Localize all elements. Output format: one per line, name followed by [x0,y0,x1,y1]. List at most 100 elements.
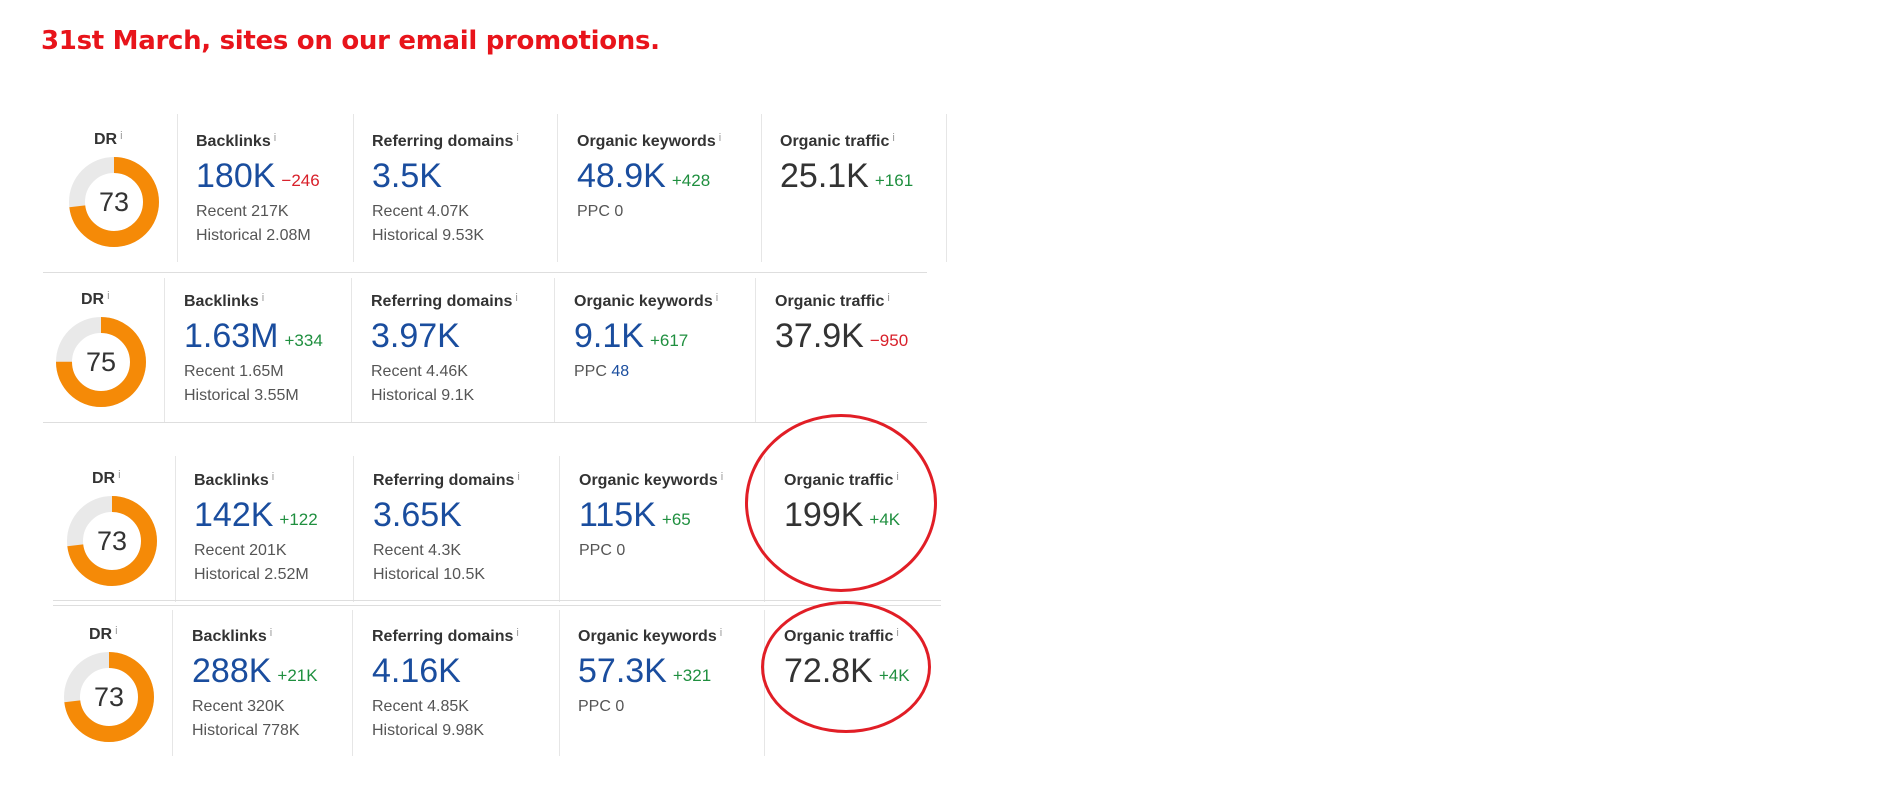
info-icon[interactable]: i [715,292,719,304]
referring-domains-label: Referring domains i [373,471,520,489]
info-icon[interactable]: i [107,290,110,302]
referring-domains-historical: Historical 9.53K [372,227,485,244]
referring-domains-recent: Recent 4.85K [372,698,469,715]
info-icon[interactable]: i [118,469,121,481]
backlinks-value[interactable]: 1.63M [184,317,279,355]
backlinks-delta: +21K [277,666,318,686]
backlinks-metric: Backlinks i 288K +21K Recent 320K Historic… [192,627,318,740]
backlinks-label: Backlinks i [194,471,275,489]
referring-domains-label: Referring domains i [372,627,519,645]
info-icon[interactable]: i [273,132,277,144]
backlinks-recent: Recent 1.65M [184,363,284,380]
dr-widget[interactable]: DR i 73 [66,130,162,250]
info-icon[interactable]: i [271,471,275,483]
organic-traffic-value[interactable]: 37.9K [775,317,864,355]
dr-label: DR i [81,290,110,308]
referring-domains-label: Referring domains i [372,132,519,150]
dr-widget[interactable]: DR i 73 [61,625,157,745]
organic-keywords-value[interactable]: 48.9K [577,157,666,195]
organic-keywords-value[interactable]: 57.3K [578,652,667,690]
dr-ring-icon [67,496,157,586]
info-icon[interactable]: i [516,627,519,639]
organic-keywords-delta: +617 [649,331,689,351]
row-divider [53,600,941,601]
backlinks-metric: Backlinks i 1.63M +334 Recent 1.65M Histor… [184,292,323,405]
referring-domains-recent: Recent 4.3K [373,542,462,559]
backlinks-delta: +334 [284,331,323,351]
organic-keywords-label: Organic keywords i [579,471,724,489]
dr-value: 73 [93,681,125,712]
ppc-value: PPC 0 [577,203,624,220]
organic-traffic-metric: Organic traffic i 25.1K +161 [780,132,913,193]
info-icon[interactable]: i [892,132,895,144]
backlinks-metric: Backlinks i 180K −246 Recent 217K Historic… [196,132,320,245]
referring-domains-historical: Historical 9.98K [372,722,485,739]
organic-keywords-value[interactable]: 9.1K [574,317,644,355]
organic-keywords-delta: +321 [672,666,712,686]
info-icon[interactable]: i [517,471,520,483]
organic-keywords-metric: Organic keywords i 48.9K +428 PPC 0 [577,132,721,221]
info-icon[interactable]: i [269,627,273,639]
backlinks-value[interactable]: 288K [192,652,272,690]
dr-value: 75 [85,346,117,377]
backlinks-label: Backlinks i [184,292,265,310]
dr-label: DR i [89,625,118,643]
organic-keywords-value[interactable]: 115K [579,496,656,534]
info-icon[interactable]: i [720,471,724,483]
organic-traffic-delta: +161 [874,171,914,191]
referring-domains-value[interactable]: 3.97K [371,317,460,355]
info-icon[interactable]: i [887,292,890,304]
backlinks-historical: Historical 2.52M [194,566,309,583]
organic-traffic-label: Organic traffic i [780,132,895,150]
organic-keywords-label: Organic keywords i [574,292,719,310]
row-divider [43,422,927,423]
dr-widget[interactable]: DR i 73 [64,469,160,589]
referring-domains-value[interactable]: 3.65K [373,496,462,534]
referring-domains-label: Referring domains i [371,292,518,310]
backlinks-metric: Backlinks i 142K +122 Recent 201K Historic… [194,471,318,584]
info-icon[interactable]: i [515,292,518,304]
dr-widget[interactable]: DR i 75 [53,290,149,410]
referring-domains-value[interactable]: 4.16K [372,652,461,690]
backlinks-value[interactable]: 180K [196,157,276,195]
info-icon[interactable]: i [261,292,265,304]
dr-label: DR i [94,130,123,148]
backlinks-recent: Recent 201K [194,542,287,559]
referring-domains-metric: Referring domains i 3.5K Recent 4.07K His… [372,132,519,245]
ppc-value: PPC 0 [578,698,625,715]
referring-domains-metric: Referring domains i 3.97K Recent 4.46K Hi… [371,292,518,405]
referring-domains-recent: Recent 4.46K [371,363,468,380]
dr-ring-icon [56,317,146,407]
organic-keywords-metric: Organic keywords i 57.3K +321 PPC 0 [578,627,722,716]
organic-keywords-label: Organic keywords i [577,132,722,150]
info-icon[interactable]: i [120,130,123,142]
organic-keywords-metric: Organic keywords i 115K +65 PPC 0 [579,471,723,560]
dr-ring-icon [64,652,154,742]
row-divider [53,605,941,606]
referring-domains-recent: Recent 4.07K [372,203,469,220]
ppc-value: PPC 0 [579,542,626,559]
organic-traffic-value[interactable]: 25.1K [780,157,869,195]
backlinks-label: Backlinks i [196,132,277,150]
backlinks-historical: Historical 2.08M [196,227,311,244]
organic-keywords-label: Organic keywords i [578,627,723,645]
organic-keywords-metric: Organic keywords i 9.1K +617 PPC 48 [574,292,718,381]
info-icon[interactable]: i [719,627,723,639]
backlinks-value[interactable]: 142K [194,496,274,534]
referring-domains-metric: Referring domains i 4.16K Recent 4.85K Hi… [372,627,519,740]
backlinks-recent: Recent 320K [192,698,285,715]
info-icon[interactable]: i [718,132,722,144]
dr-value: 73 [98,186,130,217]
organic-keywords-delta: +65 [661,510,691,530]
highlight-circle [745,414,937,592]
dr-value: 73 [96,525,128,556]
organic-keywords-delta: +428 [671,171,711,191]
referring-domains-historical: Historical 10.5K [373,566,486,583]
backlinks-historical: Historical 3.55M [184,387,299,404]
info-icon[interactable]: i [516,132,519,144]
info-icon[interactable]: i [115,625,118,637]
row-divider [43,272,927,273]
ppc-value: PPC 48 [574,363,630,380]
referring-domains-value[interactable]: 3.5K [372,157,442,195]
dr-ring-icon [69,157,159,247]
